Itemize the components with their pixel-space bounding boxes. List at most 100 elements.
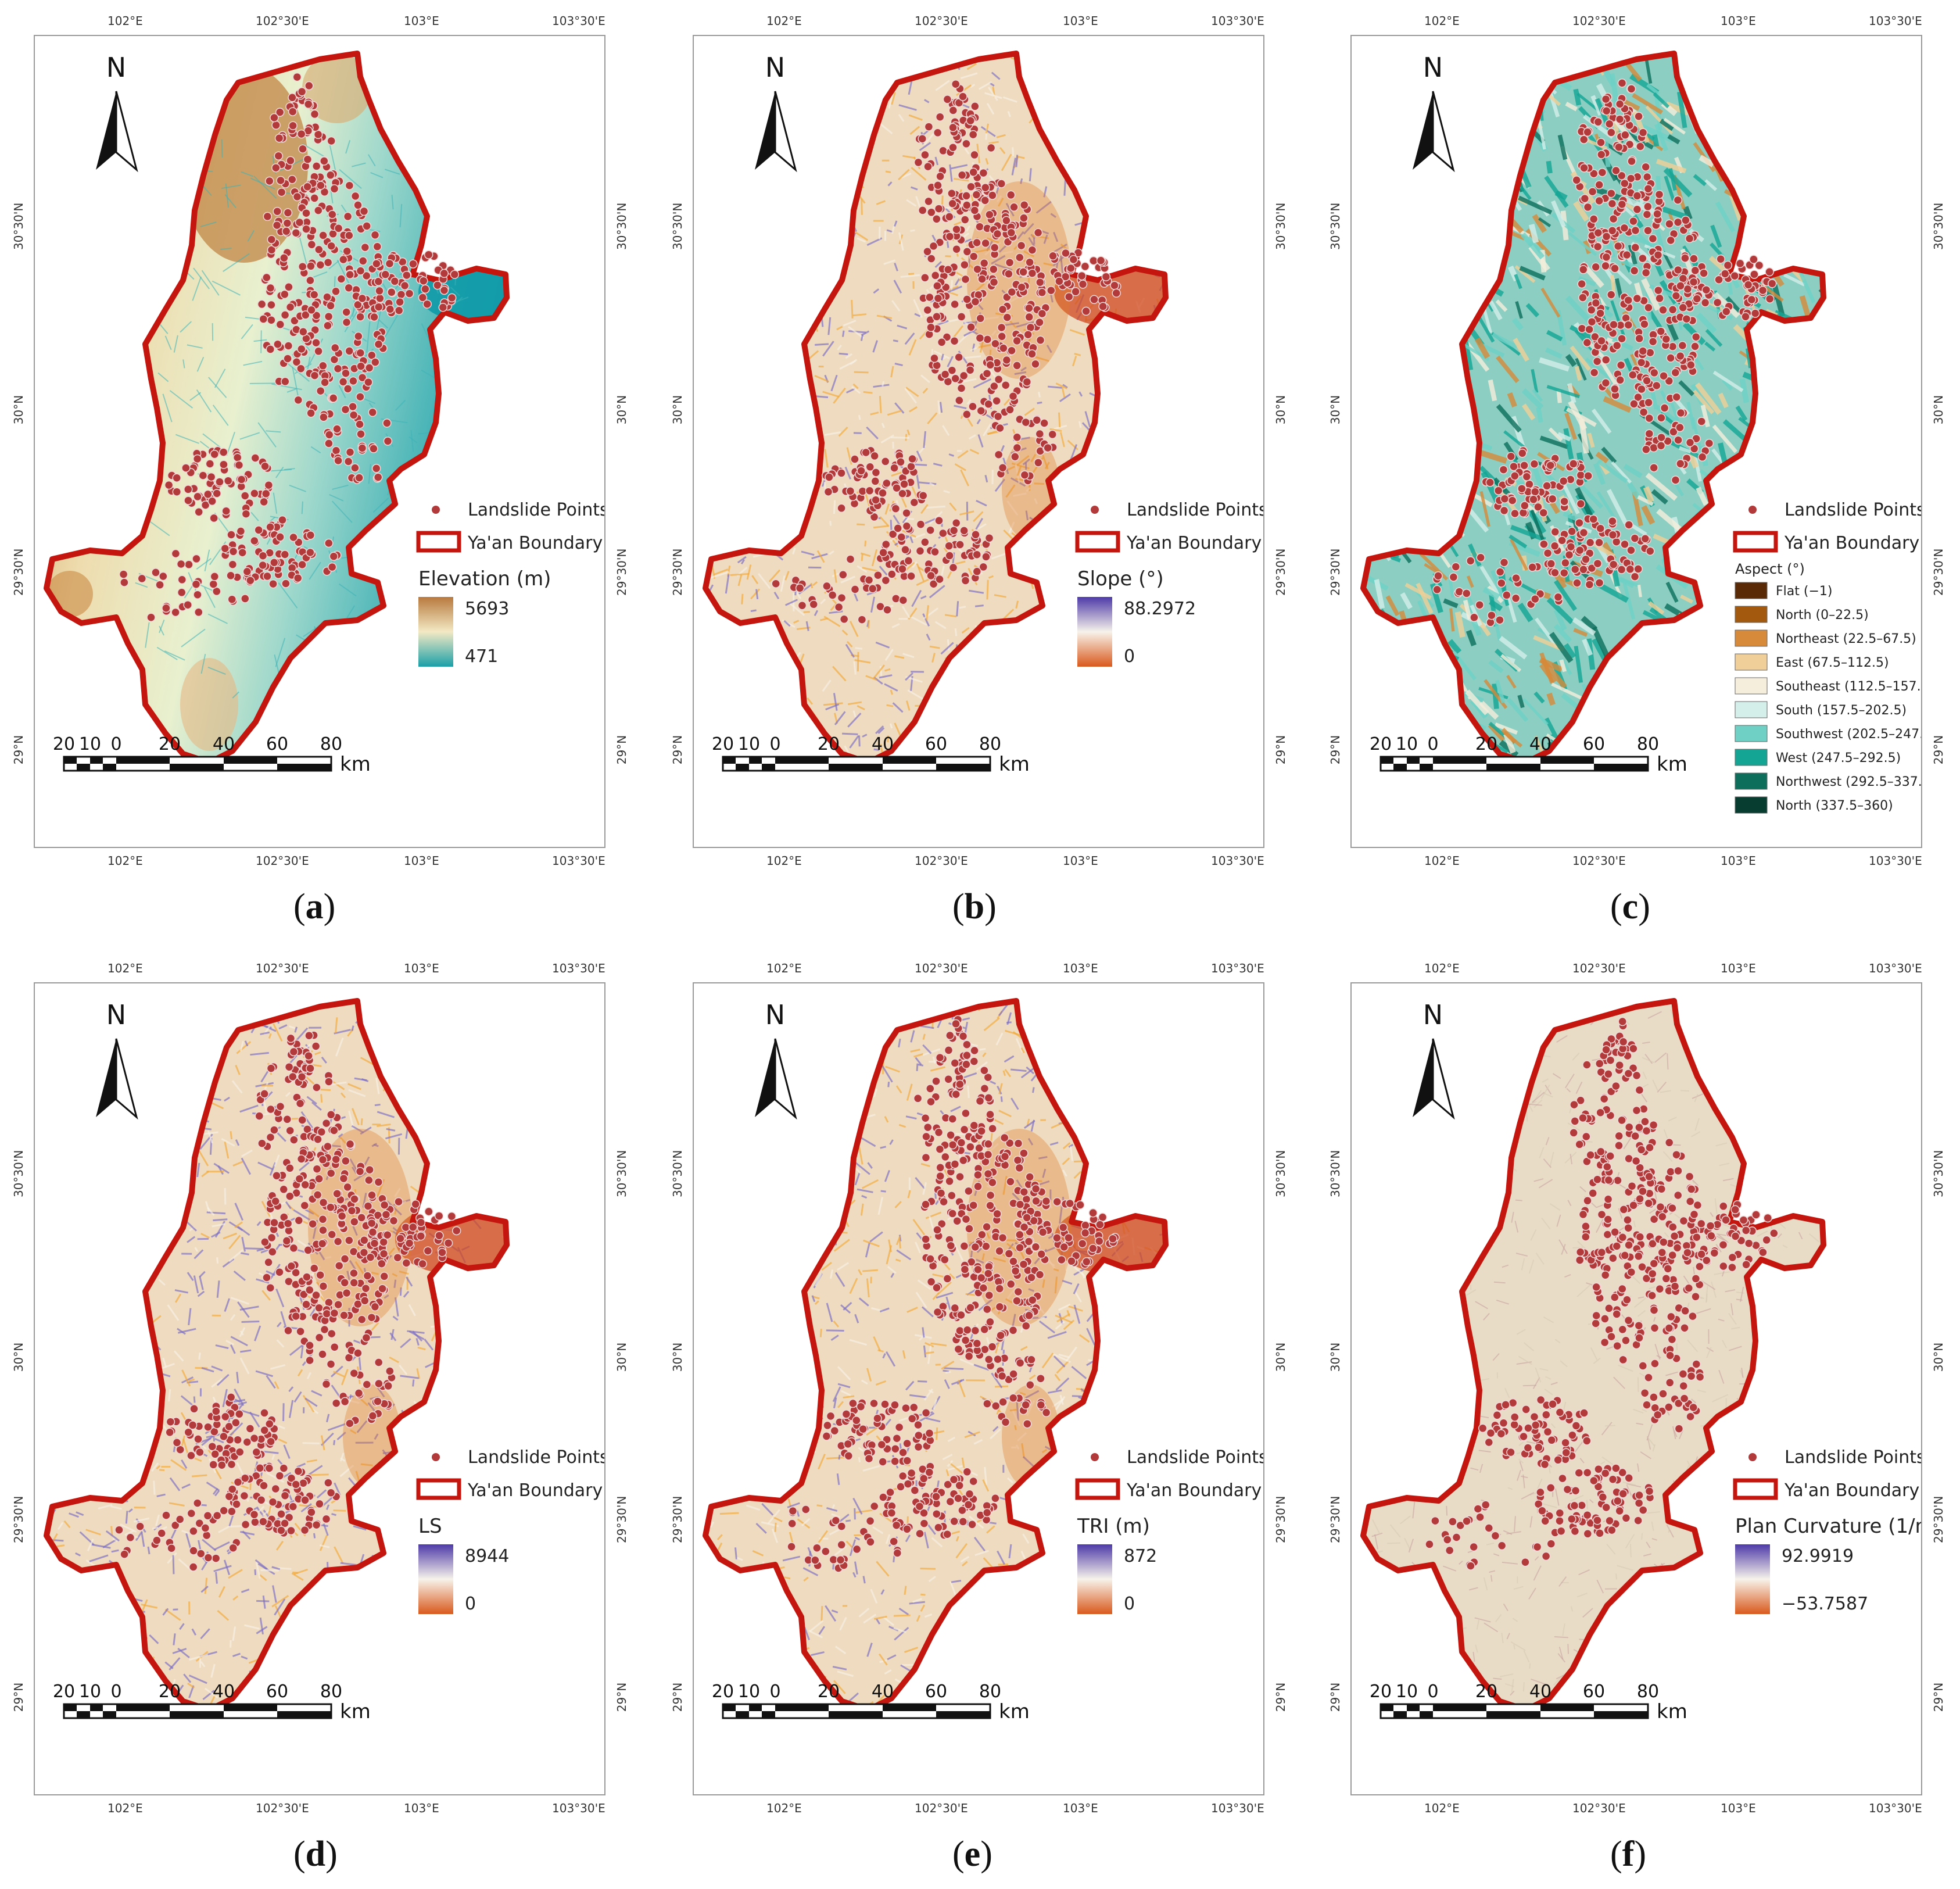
landslide-point [354,332,363,341]
landslide-point [212,1407,220,1415]
landslide-point [1040,419,1048,427]
longitude-tick-label: 103°E [1063,854,1098,868]
landslide-point [332,287,340,295]
landslide-point [292,1480,300,1489]
latitude-tick-label: 29°30'N [671,561,685,596]
landslide-point [339,256,347,264]
landslide-point [829,591,837,599]
landslide-point [951,1160,959,1168]
landslide-point [1579,566,1588,574]
landslide-point [1579,1114,1587,1122]
landslide-point [384,1231,392,1239]
landslide-point [965,1225,973,1233]
landslide-point [242,510,250,518]
landslide-point [314,1191,322,1199]
landslide-point [1578,280,1586,288]
landslide-point [260,1409,268,1417]
landslide-point [323,293,331,301]
landslide-point [313,1521,321,1529]
landslide-point [952,80,960,88]
landslide-point [329,394,338,402]
latitude-tick-label: 29°30'N [615,1508,629,1543]
landslide-point [1042,1197,1050,1205]
landslide-point [318,1350,327,1358]
landslide-point [1671,369,1679,377]
landslide-point [369,1228,377,1236]
landslide-point [1586,1151,1594,1159]
landslide-point [232,1419,240,1427]
landslide-point [926,1429,934,1437]
landslide-point [337,275,345,283]
landslide-point [787,1543,796,1551]
landslide-point [1532,1421,1540,1429]
landslide-point [325,431,334,439]
landslide-point [342,1157,350,1165]
landslide-point [285,1063,293,1071]
landslide-point [991,1494,999,1502]
landslide-point [988,1179,997,1187]
landslide-point [951,1059,959,1067]
landslide-point [1500,1419,1508,1427]
landslide-point [306,1341,314,1350]
scale-label: 80 [1637,734,1659,754]
landslide-point [897,458,905,466]
legend-title: TRI (m) [1077,1515,1150,1538]
latitude-tick-label: 29°30'N [1328,1508,1342,1543]
landslide-point [257,1496,266,1504]
landslide-point [1522,473,1531,481]
landslide-point [374,473,382,481]
latitude-tick-label: 29°N [1932,732,1945,767]
longitude-tick-label: 103°E [404,961,439,975]
landslide-point [358,1315,366,1323]
landslide-point [390,1217,398,1225]
landslide-point [988,191,997,199]
landslide-point [1621,540,1629,548]
landslide-point [971,1326,979,1335]
landslide-point [203,1532,211,1540]
landslide-point [250,537,259,545]
longitude-tick-label: 103°30'E [552,1801,605,1815]
landslide-point [1625,1123,1633,1131]
landslide-point [334,1301,342,1309]
landslide-point [1665,220,1674,228]
landslide-point [406,1239,414,1247]
landslide-point [228,1507,236,1515]
landslide-point [1037,336,1045,344]
landslide-point [165,481,173,489]
landslide-point [216,478,224,486]
landslide-point [986,210,994,219]
landslide-point [882,541,890,549]
landslide-point [1511,1413,1519,1421]
landslide-point [1519,509,1527,517]
longitude-tick-label: 103°30'E [1211,14,1264,28]
landslide-point [1496,616,1504,624]
landslide-point [1702,286,1710,294]
landslide-point [171,609,180,617]
landslide-point [330,1309,338,1317]
legend-boundary: Ya'an Boundary [467,1480,603,1501]
landslide-point [1596,309,1604,317]
landslide-point [1568,1431,1576,1439]
landslide-point [980,259,988,267]
landslide-point [1431,1517,1439,1525]
landslide-point [1006,1178,1015,1186]
landslide-point [1485,1439,1493,1447]
landslide-point [1645,414,1653,423]
landslide-point [1639,347,1647,355]
landslide-point [1578,1501,1586,1509]
latitude-tick-label: 30°N [1274,1340,1288,1375]
landslide-point [325,539,333,548]
landslide-point [1013,1297,1021,1305]
landslide-point [266,1284,274,1292]
landslide-point [870,452,879,460]
landslide-point [883,606,891,614]
landslide-point [333,1190,341,1198]
landslide-point [1497,579,1506,587]
landslide-point [1751,309,1760,317]
legend-title: Plan Curvature (1/m) [1735,1515,1921,1538]
landslide-point [1668,1204,1676,1212]
landslide-point [359,257,367,265]
landslide-point [298,345,306,353]
landslide-point [229,1544,237,1552]
landslide-point [903,1440,911,1448]
